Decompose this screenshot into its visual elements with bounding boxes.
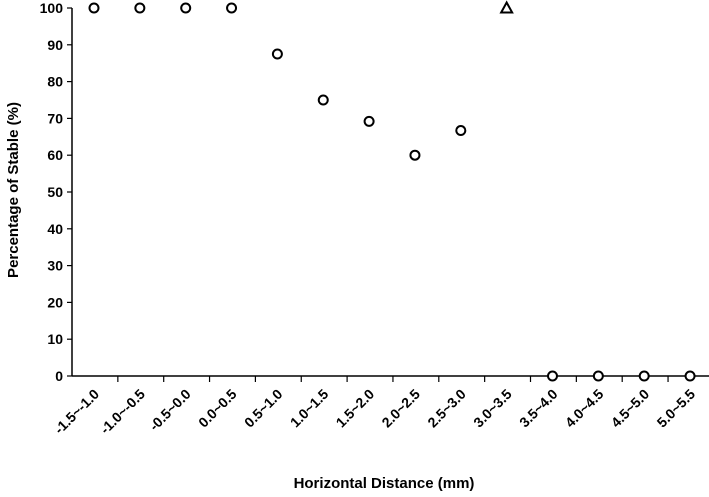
- x-tick-label: 2.5~3.0: [424, 386, 469, 431]
- x-tick-label: 5.0~5.5: [654, 386, 699, 431]
- circle-point: [180, 2, 192, 14]
- circle-point: [455, 125, 467, 137]
- y-tick-label: 70: [47, 110, 63, 126]
- y-tick-label: 50: [47, 184, 63, 200]
- y-tick-label: 80: [47, 74, 63, 90]
- circle-point: [88, 2, 100, 14]
- x-tick-label: 1.5~2.0: [333, 386, 378, 431]
- y-tick-label: 20: [47, 294, 63, 310]
- y-axis-ticks: 0 10 20 30 40 50 60 70 80 90 100: [40, 0, 72, 384]
- circle-point: [592, 370, 604, 382]
- data-points: [88, 0, 696, 382]
- circle-point: [547, 370, 558, 382]
- circle-point: [684, 370, 696, 382]
- y-tick-label: 30: [47, 258, 63, 274]
- circle-point: [409, 149, 421, 161]
- x-tick-label: 4.0~4.5: [562, 386, 607, 431]
- circle-point: [363, 115, 375, 127]
- circle-point: [271, 48, 283, 60]
- y-tick-label: 60: [47, 147, 63, 163]
- x-tick-label: 1.0~1.5: [287, 386, 332, 431]
- x-tick-label: -1.5~-1.0: [51, 386, 102, 437]
- x-tick-label: 2.0~2.5: [378, 386, 423, 431]
- x-axis-title: Horizontal Distance (mm): [294, 475, 475, 492]
- x-tick-label: 3.0~3.5: [470, 386, 515, 431]
- y-tick-label: 100: [40, 0, 64, 16]
- circle-point: [226, 2, 238, 14]
- x-tick-label: 3.5~4.0: [516, 386, 561, 431]
- y-tick-label: 90: [47, 37, 63, 53]
- x-tick-label: -1.0~-0.5: [97, 386, 148, 437]
- circle-point: [134, 2, 146, 14]
- y-tick-label: 10: [47, 331, 63, 347]
- y-tick-label: 0: [55, 368, 63, 384]
- circle-point: [638, 370, 650, 382]
- x-tick-label: -0.5~0.0: [146, 386, 194, 434]
- x-tick-label: 4.5~5.0: [608, 386, 653, 431]
- x-axis-ticks: -1.5~-1.0-1.0~-0.5-0.5~0.0 0.0~0.5 0.5~1.0…: [51, 376, 698, 437]
- y-axis-title: Percentage of Stable (%): [5, 102, 22, 278]
- x-tick-label: 0.5~1.0: [241, 386, 286, 431]
- x-tick-label: 0.0~0.5: [195, 386, 240, 431]
- plot-area: 0 10 20 30 40 50 60 70 80 90 100 -1.5~-1.0-1.0~-0.…: [40, 0, 709, 437]
- circle-point: [317, 94, 329, 106]
- y-tick-label: 40: [47, 221, 63, 237]
- triangle-point: [499, 0, 514, 14]
